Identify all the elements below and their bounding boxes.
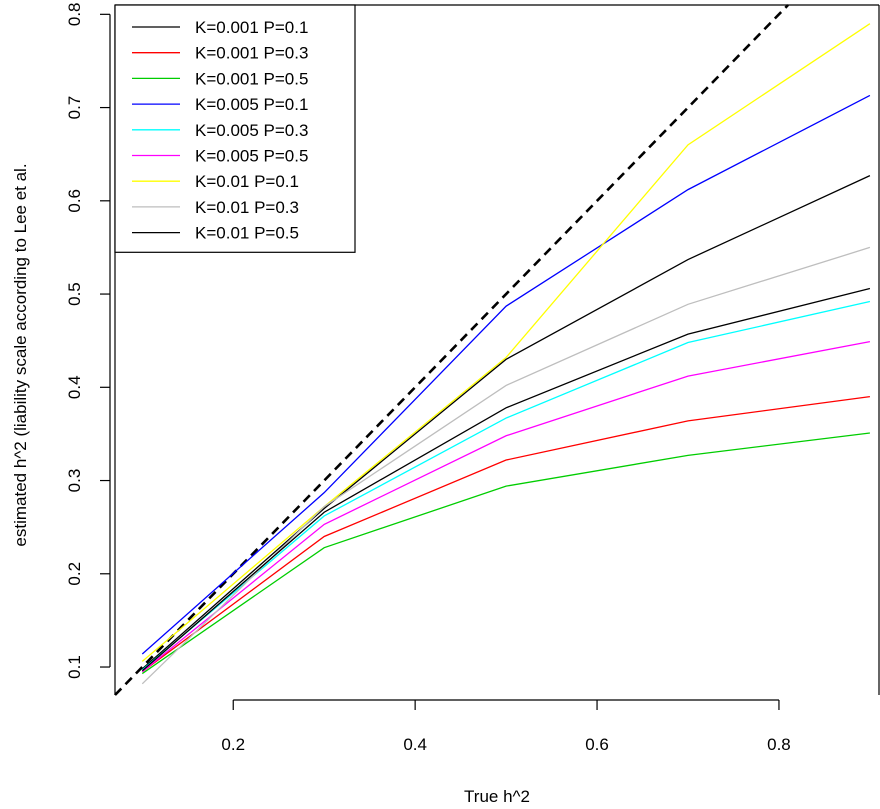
legend: K=0.001 P=0.1 K=0.001 P=0.3 K=0.001 P=0.5 K… (114, 4, 356, 253)
series-line (141, 340, 871, 673)
y-tick-label: 0.1 (65, 655, 84, 679)
x-tick-label: 0.4 (403, 735, 427, 754)
y-tick-label: 0.3 (65, 469, 84, 493)
legend-label: K=0.001 P=0.3 (195, 44, 308, 63)
y-tick-label: 0.8 (65, 3, 84, 27)
x-tick-label: 0.6 (585, 735, 609, 754)
y-tick-label: 0.4 (65, 375, 84, 399)
legend-label: K=0.005 P=0.1 (195, 95, 308, 114)
series-line (141, 94, 871, 655)
series-line (141, 287, 871, 672)
legend-label: K=0.001 P=0.5 (195, 69, 308, 88)
x-tick-label: 0.2 (221, 735, 245, 754)
y-tick-label: 0.2 (65, 562, 84, 586)
series-line (141, 432, 870, 675)
axes: 0.2 0.4 0.6 0.8 0.1 0.2 0.3 0.4 0.5 0.6 0.7 0.8 (65, 3, 791, 754)
legend-label: K=0.01 P=0.3 (195, 198, 299, 217)
series-line (141, 23, 871, 662)
series-line (141, 395, 870, 673)
legend-label: K=0.01 P=0.1 (195, 172, 299, 191)
y-axis-label: estimated h^2 (liability scale according… (11, 163, 30, 546)
reference-line (114, 4, 789, 696)
x-tick-label: 0.8 (767, 735, 791, 754)
legend-label: K=0.005 P=0.5 (195, 147, 308, 166)
series-line (141, 175, 871, 670)
series-line (141, 300, 871, 671)
legend-box (114, 4, 356, 253)
plot-area (114, 4, 871, 696)
x-axis-label: True h^2 (464, 787, 530, 806)
legend-label: K=0.001 P=0.1 (195, 18, 308, 37)
y-tick-label: 0.6 (65, 189, 84, 213)
y-tick-label: 0.5 (65, 282, 84, 306)
series-line (141, 246, 871, 685)
legend-label: K=0.005 P=0.3 (195, 121, 308, 140)
y-tick-label: 0.7 (65, 96, 84, 120)
legend-label: K=0.01 P=0.5 (195, 224, 299, 243)
